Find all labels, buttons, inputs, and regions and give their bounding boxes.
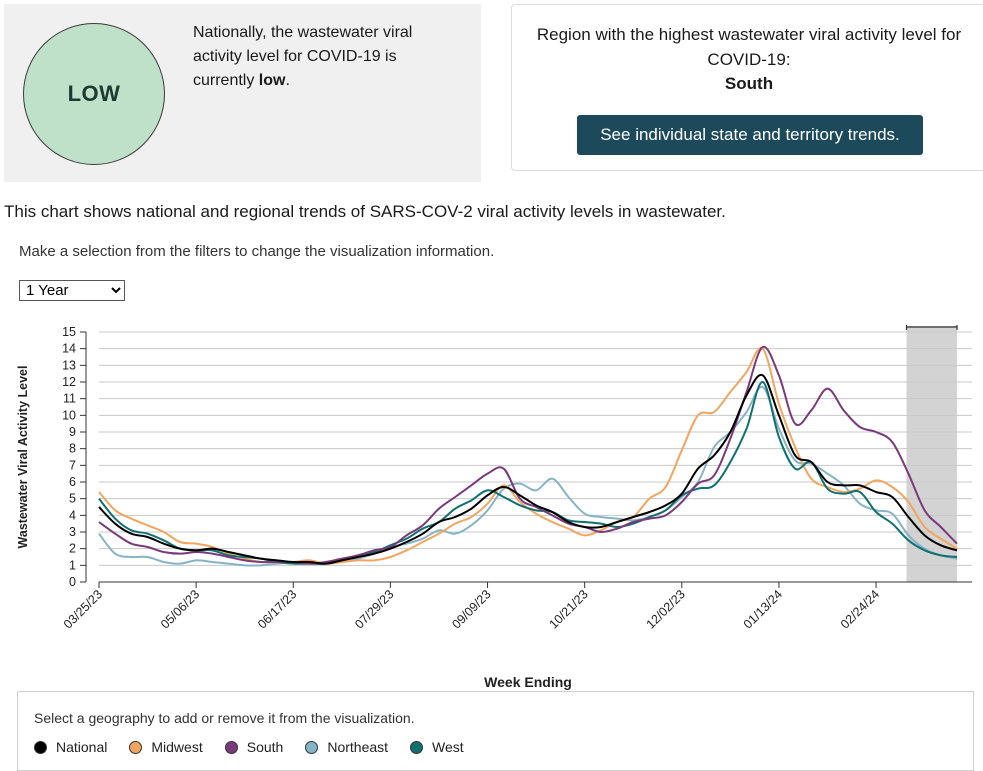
legend-label: South [246,739,284,755]
legend-item-national[interactable]: National [34,739,107,755]
y-tick-label: 5 [69,492,76,506]
region-label: Region with the highest wastewater viral… [536,25,962,69]
x-tick-label: 06/17/23 [255,587,299,631]
x-tick-label: 09/09/23 [449,587,493,631]
legend-panel: Select a geography to add or remove it f… [17,691,974,771]
national-level-text: Nationally, the wastewater viral activit… [193,24,413,89]
national-level-card: LOW Nationally, the wastewater viral act… [4,4,481,182]
legend-label: West [432,739,464,755]
y-tick-label: 15 [62,325,76,339]
y-tick-label: 2 [69,542,76,556]
series-line-national [98,373,958,565]
level-indicator: LOW [23,23,165,165]
state-trends-button[interactable]: See individual state and territory trend… [577,115,923,155]
series-line-northeast [98,385,958,567]
legend-label: Midwest [151,739,203,755]
y-tick-label: 1 [69,558,76,572]
series-line-south [98,345,958,565]
y-tick-label: 8 [69,442,76,456]
y-tick-label: 13 [62,358,76,372]
x-tick-label: 05/06/23 [158,587,202,631]
y-tick-label: 3 [69,525,76,539]
y-tick-label: 9 [69,425,76,439]
legend-item-south[interactable]: South [224,739,284,755]
legend-item-northeast[interactable]: Northeast [305,739,388,755]
y-tick-label: 11 [63,392,76,406]
x-tick-label: 10/21/23 [546,587,590,631]
legend-label: Northeast [327,739,389,755]
legend-items: National Midwest South Northeast West [34,739,486,755]
recent-data-bracket [905,325,958,330]
x-tick-label: 12/02/23 [644,587,688,631]
legend-swatch [305,740,319,754]
series-line-west [98,380,958,565]
legend-swatch [129,740,143,754]
filter-instruction: Make a selection from the filters to cha… [19,243,495,260]
x-tick-label: 01/13/24 [741,587,785,631]
legend-item-west[interactable]: West [410,739,464,755]
x-tick-label: 03/25/23 [61,587,105,631]
y-axis-title: Wastewater Viral Activity Level [16,366,30,549]
national-level-value: low [258,72,286,89]
y-tick-label: 6 [69,475,76,489]
y-tick-label: 12 [62,375,76,389]
recent-data-shade [906,326,957,582]
series-line-midwest [98,346,958,565]
region-name: South [724,74,774,93]
y-tick-label: 7 [69,458,76,472]
chart-description: This chart shows national and regional t… [4,202,726,221]
legend-instruction: Select a geography to add or remove it f… [34,710,415,726]
y-tick-label: 14 [62,342,76,356]
x-axis-title: Week Ending [484,674,572,690]
time-period-select[interactable]: 1 Year [19,280,125,301]
highest-region-card: Region with the highest wastewater viral… [511,4,983,171]
legend-label: National [56,739,108,755]
x-tick-label: 07/29/23 [352,587,396,631]
y-tick-label: 0 [69,575,76,589]
legend-swatch [34,740,47,754]
x-tick-label: 02/24/24 [838,587,882,631]
y-tick-label: 10 [62,408,76,422]
legend-swatch [410,740,424,754]
legend-item-midwest[interactable]: Midwest [129,739,203,755]
y-tick-label: 4 [69,508,76,522]
legend-swatch [224,740,238,754]
